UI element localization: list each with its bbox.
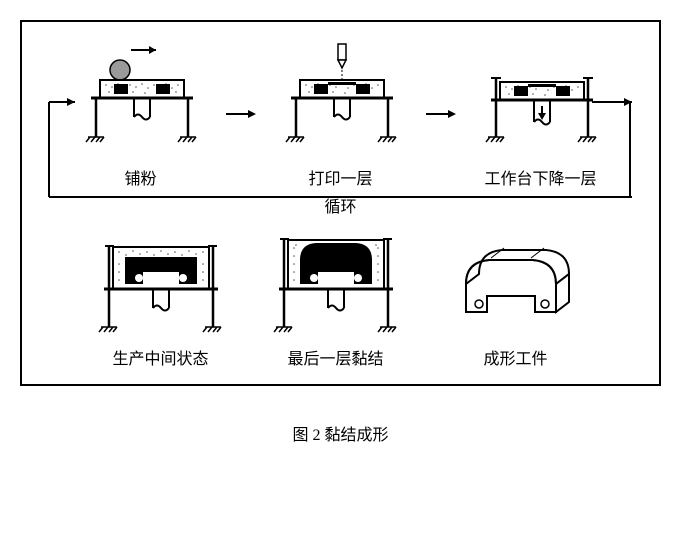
arrow-1-2 — [226, 69, 256, 189]
stage-part-label: 成形工件 — [483, 345, 547, 369]
stage-spread: 铺粉 — [76, 42, 206, 189]
stage-mid-label: 生产中间状态 — [112, 345, 208, 369]
diagram-frame: 铺粉 — [20, 20, 661, 386]
stage-lower-graphic — [476, 42, 606, 157]
top-row: 铺粉 — [37, 42, 644, 189]
stage-last-graphic — [266, 232, 406, 337]
bottom-row: 生产中间状态 — [37, 232, 644, 369]
stage-part-graphic — [441, 232, 591, 337]
stage-last: 最后一层黏结 — [266, 232, 406, 369]
stage-mid-graphic — [91, 232, 231, 337]
stage-lower: 工作台下降一层 — [476, 42, 606, 189]
stage-spread-graphic — [76, 42, 206, 157]
stage-print-graphic — [276, 42, 406, 157]
stage-part: 成形工件 — [441, 232, 591, 369]
arrow-2-3 — [426, 69, 456, 189]
figure-caption: 图 2 黏结成形 — [20, 421, 661, 445]
stage-spread-label: 铺粉 — [124, 165, 156, 189]
stage-print: 打印一层 — [276, 42, 406, 189]
figure-container: 铺粉 — [20, 20, 661, 445]
stage-lower-label: 工作台下降一层 — [484, 165, 596, 189]
loop-label: 循环 — [37, 193, 644, 217]
stage-print-label: 打印一层 — [308, 165, 372, 189]
stage-last-label: 最后一层黏结 — [287, 345, 383, 369]
stage-mid: 生产中间状态 — [91, 232, 231, 369]
